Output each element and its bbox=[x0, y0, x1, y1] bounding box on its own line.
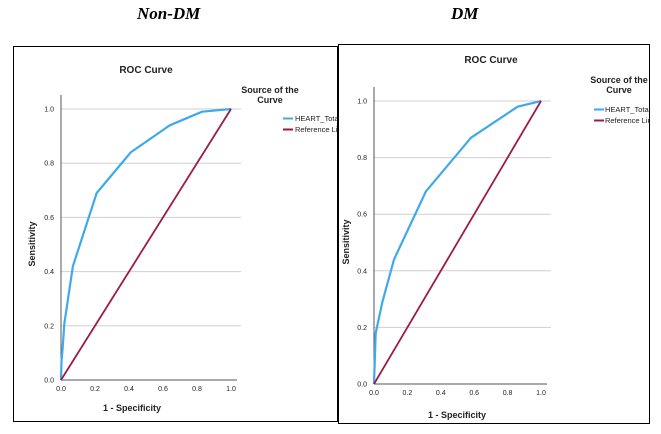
dm-x-axis-label: 1 - Specificity bbox=[428, 410, 486, 420]
dm-legend-entry: Reference Line bbox=[605, 116, 649, 125]
non-dm-x-tick-label: 0.8 bbox=[192, 386, 202, 393]
non-dm-heading: Non-DM bbox=[137, 4, 201, 23]
dm-y-tick-label: 1.0 bbox=[357, 99, 367, 106]
non-dm-x-tick-label: 0.2 bbox=[90, 386, 100, 393]
non-dm-legend-title-line: Curve bbox=[257, 95, 283, 105]
dm-y-tick-label: 0.2 bbox=[357, 325, 367, 332]
non-dm-y-tick-label: 0.2 bbox=[44, 323, 54, 330]
non-dm-x-tick-label: 1.0 bbox=[226, 386, 236, 393]
non-dm-legend-entry: Reference Line bbox=[295, 125, 337, 134]
dm-y-tick-label: 0.4 bbox=[357, 268, 367, 275]
dm-roc-panel: 0.0 0.2 0.4 0.6 0.8 1.0 0.0 0.2 0.4 0.6 0.8 1.0 ROC … bbox=[338, 44, 650, 424]
dm-x-tick-label: 0.8 bbox=[503, 390, 513, 397]
dm-x-tick-label: 0.4 bbox=[436, 390, 446, 397]
non-dm-x-tick-label: 0.4 bbox=[124, 386, 134, 393]
dm-roc-chart: 0.0 0.2 0.4 0.6 0.8 1.0 0.0 0.2 0.4 0.6 0.8 1.0 ROC … bbox=[341, 55, 649, 420]
non-dm-legend-title-line: Source of the bbox=[241, 85, 299, 95]
dm-legend-entry: HEART_Total bbox=[605, 105, 649, 114]
non-dm-x-axis-label: 1 - Specificity bbox=[103, 403, 161, 413]
non-dm-x-tick-label: 0.6 bbox=[158, 386, 168, 393]
dm-legend-title-line: Source of the bbox=[590, 75, 648, 85]
dm-heart-total-roc-line bbox=[372, 99, 542, 385]
non-dm-y-tick-label: 1.0 bbox=[44, 107, 54, 114]
dm-y-axis-label: Sensitivity bbox=[341, 219, 351, 264]
non-dm-roc-chart: 0.0 0.2 0.4 0.6 0.8 1.0 0.0 0.2 0.4 0.6 0.8 1.0 ROC … bbox=[27, 65, 337, 413]
dm-heading: DM bbox=[451, 4, 479, 23]
dm-legend-title-line: Curve bbox=[606, 85, 632, 95]
non-dm-y-tick-label: 0.0 bbox=[44, 378, 54, 385]
dm-x-tick-label: 0.6 bbox=[469, 390, 479, 397]
dm-chart-title: ROC Curve bbox=[464, 55, 518, 66]
non-dm-heart-total-roc-line bbox=[59, 107, 232, 381]
dm-x-tick-label: 0.2 bbox=[403, 390, 413, 397]
dm-x-tick-label: 1.0 bbox=[536, 390, 546, 397]
non-dm-y-axis-label: Sensitivity bbox=[27, 221, 37, 266]
dm-y-tick-label: 0.6 bbox=[357, 212, 367, 219]
non-dm-y-tick-label: 0.8 bbox=[44, 161, 54, 168]
dm-x-tick-label: 0.0 bbox=[369, 390, 379, 397]
non-dm-y-tick-label: 0.6 bbox=[44, 215, 54, 222]
dm-y-tick-label: 0.0 bbox=[357, 382, 367, 389]
non-dm-reference-line bbox=[60, 108, 232, 381]
dm-y-tick-label: 0.8 bbox=[357, 155, 367, 162]
non-dm-y-tick-label: 0.4 bbox=[44, 269, 54, 276]
dm-reference-line bbox=[373, 100, 542, 385]
non-dm-legend-entry: HEART_Total bbox=[295, 114, 337, 123]
non-dm-chart-title: ROC Curve bbox=[119, 65, 173, 76]
non-dm-roc-panel: 0.0 0.2 0.4 0.6 0.8 1.0 0.0 0.2 0.4 0.6 0.8 1.0 ROC … bbox=[13, 46, 338, 422]
non-dm-x-tick-label: 0.0 bbox=[56, 386, 66, 393]
